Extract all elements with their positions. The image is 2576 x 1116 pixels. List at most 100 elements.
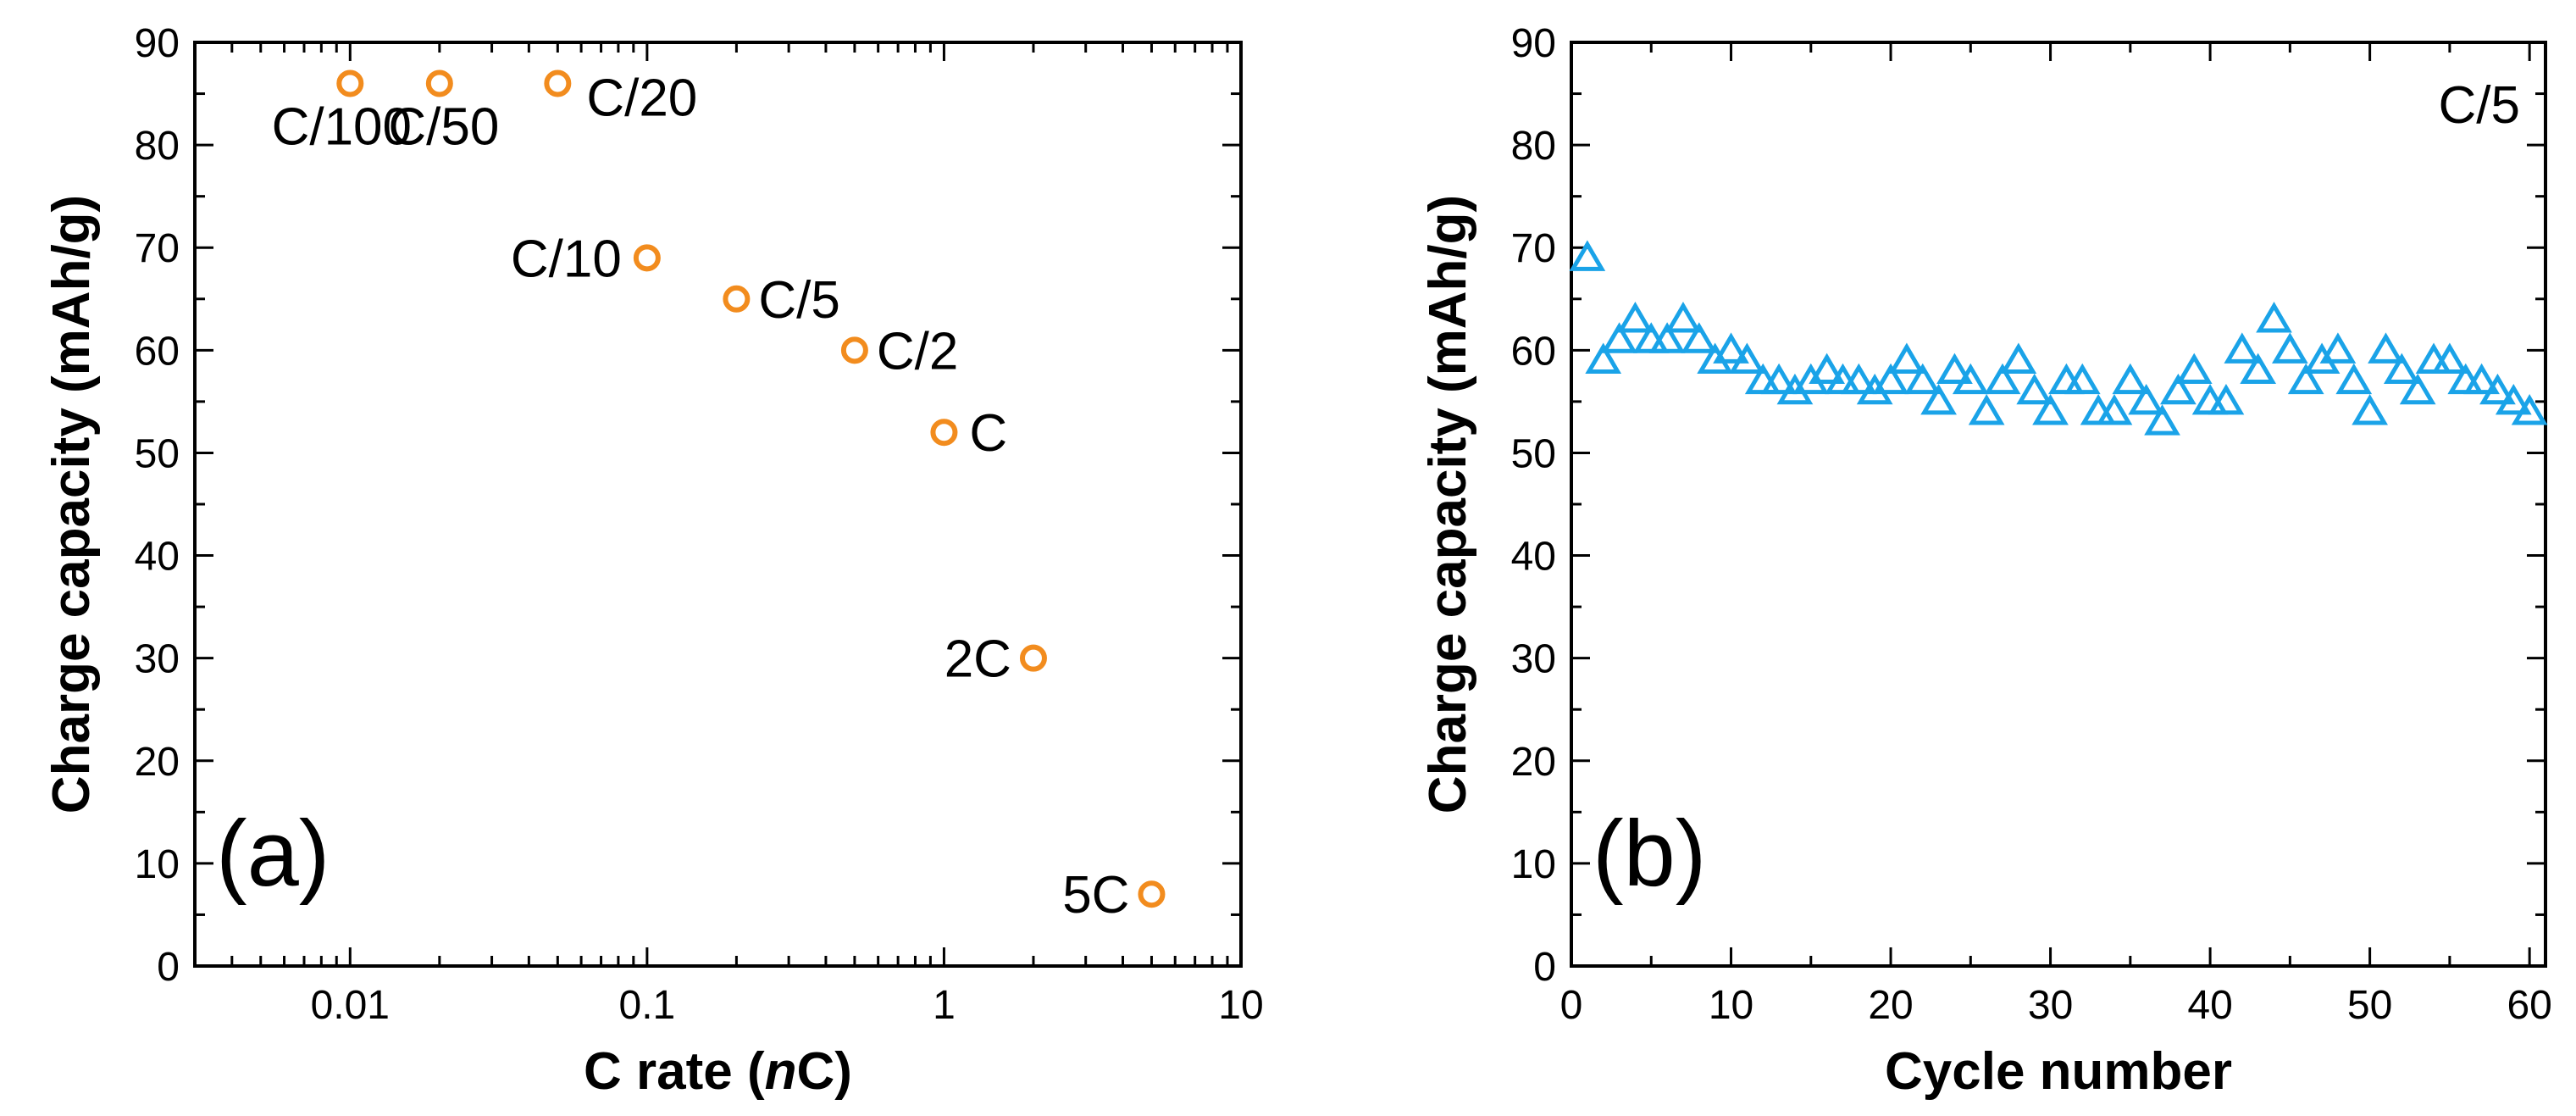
a-point-label: C/50 (388, 97, 499, 156)
b-data-point (2271, 332, 2308, 364)
b-data-point (2383, 353, 2420, 385)
b-plot-frame (1570, 41, 2547, 968)
b-x-tick-label: 10 (1709, 983, 1753, 1028)
b-data-point (2335, 363, 2373, 395)
b-data-point (1569, 240, 1606, 271)
a-point-label: 2C (945, 630, 1011, 689)
a-x-tick-label: 10 (1218, 983, 1263, 1028)
b-data-point (1904, 363, 1942, 395)
b-y-tick-label: 0 (1533, 945, 1556, 990)
b-data-point (2160, 373, 2197, 405)
a-plot-frame (193, 41, 1243, 968)
b-data-point (1713, 332, 1749, 364)
b-data-point (1665, 302, 1702, 333)
b-x-tick-label: 20 (1868, 983, 1913, 1028)
a-data-point (1019, 644, 1047, 672)
b-y-tick-label: 70 (1511, 226, 1556, 271)
b-y-tick-label: 40 (1511, 535, 1556, 580)
a-y-tick-label: 10 (135, 842, 180, 887)
a-y-tick-label: 60 (135, 329, 180, 374)
b-data-point (1888, 342, 1925, 374)
a-y-tick-label: 0 (157, 945, 180, 990)
b-data-point (2016, 373, 2053, 405)
b-y-tick-label: 10 (1511, 842, 1556, 887)
b-y-tick-label: 60 (1511, 329, 1556, 374)
b-data-point (2495, 383, 2532, 415)
b-data-point (2240, 353, 2277, 385)
b-data-point (2175, 353, 2213, 385)
b-data-point (2431, 342, 2468, 374)
b-data-point (1920, 383, 1957, 415)
b-y-tick-label: 80 (1511, 124, 1556, 169)
b-panel-label: (b) (1593, 802, 1706, 906)
b-x-tick-label: 60 (2507, 983, 2551, 1028)
b-data-point (2287, 363, 2324, 395)
b-x-tick-label: 0 (1560, 983, 1583, 1028)
b-data-point (2112, 363, 2149, 395)
b-data-point (2032, 394, 2069, 425)
b-data-point (2368, 332, 2404, 364)
panel-a-chart: 0 10 20 30 40 50 60 70 80 90 Charge capacity (mAh/… (42, 21, 1264, 1101)
a-y-tick-label: 50 (135, 431, 180, 476)
b-data-point (2208, 383, 2245, 415)
a-point-label: C/20 (586, 69, 697, 127)
b-y-tick-label: 90 (1511, 21, 1556, 66)
a-point-label: C/2 (877, 322, 958, 380)
b-data-point (1840, 363, 1877, 395)
b-x-tick-label: 50 (2347, 983, 2392, 1028)
a-data-point (840, 336, 868, 364)
b-data-point (1984, 363, 2021, 395)
b-data-point (1872, 363, 1909, 395)
b-data-point (2256, 302, 2292, 333)
b-data-point (2463, 363, 2500, 395)
b-data-point (1681, 322, 1718, 353)
b-data-point (1617, 302, 1654, 333)
b-x-tick-label: 40 (2187, 983, 2232, 1028)
b-data-point (1760, 363, 1798, 395)
b-data-point (1952, 363, 1989, 395)
a-data-point (425, 69, 453, 97)
a-point-label: 5C (1062, 866, 1129, 924)
b-data-point (2096, 394, 2133, 425)
a-y-axis-title: Charge capacity (mAh/g) (42, 195, 101, 813)
a-y-tick-label: 80 (135, 124, 180, 169)
a-y-tick-label: 40 (135, 535, 180, 580)
a-data-point (930, 419, 958, 447)
b-data-point (2352, 394, 2388, 425)
b-data-point (2479, 373, 2516, 405)
b-data-point (1601, 322, 1637, 353)
a-y-tick-label: 20 (135, 740, 180, 785)
a-data-point (633, 244, 661, 272)
a-point-label: C (969, 404, 1007, 463)
b-data-point (2319, 332, 2357, 364)
b-y-tick-label: 30 (1511, 637, 1556, 682)
a-data-point (544, 69, 572, 97)
a-point-label: C/100 (272, 97, 412, 156)
a-data-point (1138, 880, 1166, 908)
b-data-point (1968, 394, 2005, 425)
b-data-point (2000, 342, 2037, 374)
b-data-point (2224, 332, 2261, 364)
a-x-tick-label: 0.1 (619, 983, 676, 1028)
b-y-tick-label: 20 (1511, 740, 1556, 785)
b-rate-annotation: C/5 (2439, 76, 2520, 135)
b-data-point (2128, 383, 2165, 415)
b-data-point (1729, 342, 1765, 374)
a-x-tick-label: 0.01 (311, 983, 390, 1028)
b-data-point (1648, 322, 1686, 353)
b-y-axis-title: Charge capacity (mAh/g) (1419, 195, 1477, 813)
b-data-point (1809, 353, 1846, 385)
a-data-point (336, 69, 364, 97)
b-data-point (1585, 342, 1622, 374)
b-data-point (2399, 373, 2436, 405)
panel-b-chart: 0 10 20 30 40 50 60 70 80 90 Charge capacity (mAh/… (1419, 21, 2552, 1101)
a-point-label: C/5 (758, 271, 839, 330)
a-data-point (723, 285, 751, 313)
a-y-tick-label: 30 (135, 637, 180, 682)
a-point-label: C/10 (511, 230, 622, 288)
a-x-tick-label: 1 (933, 983, 956, 1028)
b-data-point (1936, 353, 1973, 385)
a-y-tick-label: 90 (135, 21, 180, 66)
a-panel-label: (a) (216, 802, 330, 906)
